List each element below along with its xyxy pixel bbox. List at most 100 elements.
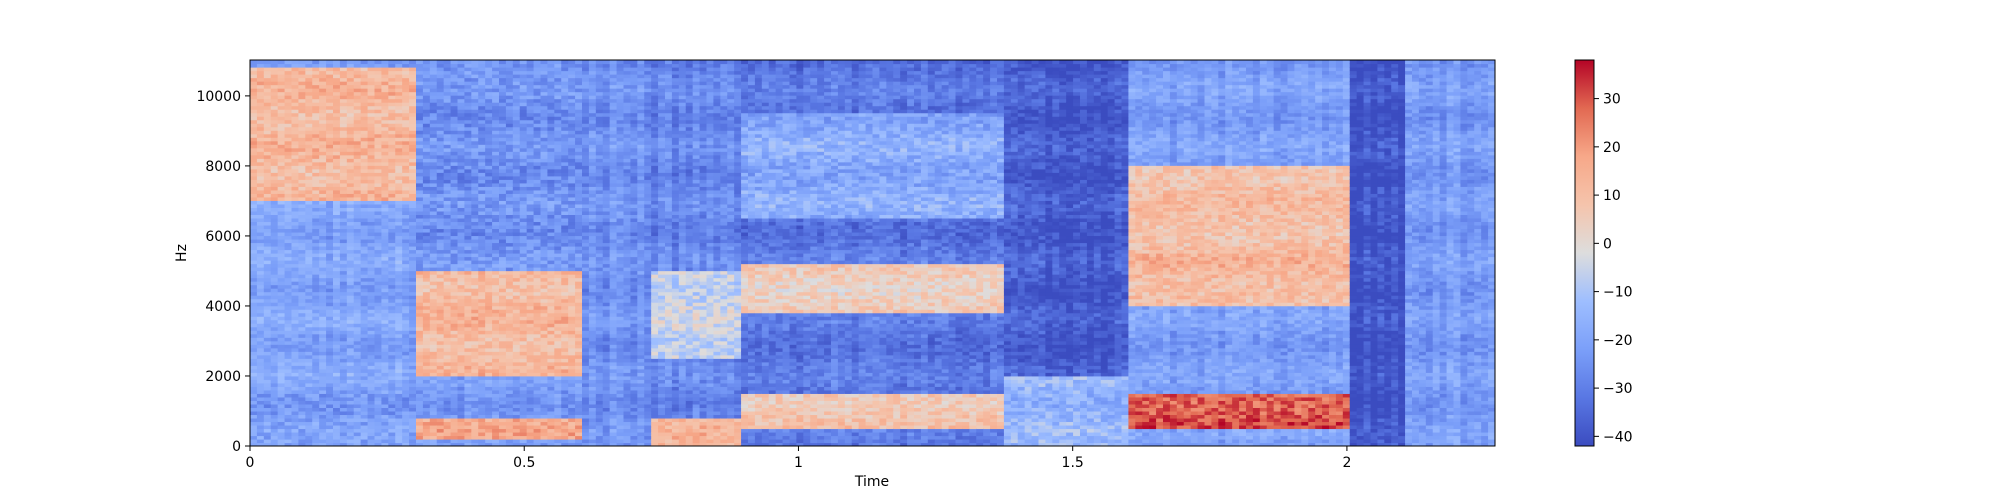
spectrogram-cell (492, 140, 500, 145)
spectrogram-cell (485, 386, 493, 391)
spectrogram-cell (291, 281, 300, 286)
spectrogram-cell (277, 175, 286, 180)
spectrogram-cell (443, 340, 452, 345)
spectrogram-cell (326, 203, 334, 208)
spectrogram-cell (374, 298, 383, 303)
spectrogram-cell (450, 274, 459, 279)
spectrogram-cell (547, 284, 555, 289)
spectrogram-cell (505, 379, 514, 384)
spectrogram-cell (381, 147, 389, 152)
spectrogram-cell (284, 137, 293, 142)
spectrogram-cell (409, 347, 417, 352)
spectrogram-cell (429, 95, 438, 100)
spectrogram-cell (416, 207, 424, 212)
spectrogram-cell (298, 130, 306, 135)
spectrogram-cell (346, 207, 355, 212)
spectrogram-cell (457, 95, 466, 100)
spectrogram-cell (492, 361, 500, 366)
spectrogram-cell (277, 109, 286, 114)
spectrogram-cell (561, 291, 569, 296)
spectrogram-cell (312, 421, 320, 426)
spectrogram-cell (450, 116, 459, 121)
spectrogram-cell (422, 200, 431, 205)
spectrogram-cell (485, 347, 493, 352)
spectrogram-cell (367, 337, 376, 342)
spectrogram-cell (422, 238, 431, 244)
spectrogram-cell (512, 245, 521, 251)
spectrogram-cell (374, 253, 383, 258)
spectrogram-cell (554, 137, 562, 142)
spectrogram-cell (360, 361, 369, 366)
spectrogram-cell (478, 189, 486, 194)
spectrogram-cell (436, 210, 445, 215)
spectrogram-cell (270, 417, 279, 423)
spectrogram-cell (526, 210, 535, 215)
spectrogram-cell (312, 351, 320, 356)
spectrogram-cell (270, 207, 279, 212)
spectrogram-cell (429, 379, 438, 384)
spectrogram-cell (388, 193, 396, 198)
spectrogram-cell (450, 382, 459, 387)
spectrogram-cell (395, 144, 403, 149)
spectrogram-cell (429, 221, 438, 226)
spectrogram-cell (346, 421, 355, 426)
spectrogram-cell (298, 182, 306, 187)
spectrogram-cell (554, 207, 562, 212)
spectrogram-cell (409, 130, 417, 135)
spectrogram-cell (464, 179, 472, 184)
spectrogram-cell (353, 281, 362, 286)
spectrogram-cell (416, 438, 424, 444)
spectrogram-cell (333, 182, 341, 187)
spectrogram-cell (312, 60, 320, 65)
spectrogram-cell (443, 189, 452, 194)
spectrogram-cell (533, 309, 542, 314)
spectrogram-cell (436, 74, 445, 79)
spectrogram-cell (305, 91, 313, 96)
spectrogram-cell (554, 81, 562, 86)
spectrogram-cell (512, 147, 521, 152)
spectrogram-cell (450, 144, 459, 149)
spectrogram-cell (443, 302, 452, 307)
spectrogram-cell (526, 214, 535, 219)
spectrogram-cell (360, 407, 369, 412)
spectrogram-cell (554, 435, 562, 440)
spectrogram-cell (416, 74, 424, 79)
spectrogram-cell (429, 189, 438, 194)
spectrogram-cell (505, 119, 514, 124)
spectrogram-cell (312, 105, 320, 110)
spectrogram-cell (381, 130, 389, 135)
spectrogram-cell (291, 358, 300, 363)
spectrogram-cell (339, 375, 348, 380)
spectrogram-cell (464, 302, 472, 307)
spectrogram-cell (395, 74, 403, 79)
spectrogram-cell (547, 60, 555, 65)
spectrogram-cell (547, 358, 555, 363)
spectrogram-cell (499, 74, 507, 79)
spectrogram-cell (333, 168, 341, 173)
spectrogram-cell (319, 210, 327, 215)
spectrogram-cell (381, 137, 389, 142)
spectrogram-cell (478, 182, 486, 187)
spectrogram-cell (250, 344, 258, 349)
spectrogram-cell (416, 295, 424, 300)
spectrogram-cell (395, 217, 403, 223)
spectrogram-cell (471, 400, 479, 405)
spectrogram-cell (298, 242, 306, 247)
spectrogram-cell (360, 98, 369, 103)
spectrogram-cell (450, 235, 459, 240)
spectrogram-cell (305, 438, 313, 444)
spectrogram-cell (526, 442, 535, 446)
spectrogram-cell (485, 396, 493, 401)
spectrogram-cell (457, 281, 466, 286)
spectrogram-cell (492, 203, 500, 208)
spectrogram-cell (277, 116, 286, 121)
spectrogram-cell (540, 288, 549, 293)
spectrogram-cell (416, 333, 424, 338)
spectrogram-cell (416, 242, 424, 247)
spectrogram-cell (533, 91, 542, 96)
spectrogram-cell (395, 109, 403, 114)
spectrogram-cell (533, 438, 542, 444)
spectrogram-cell (471, 316, 479, 321)
spectrogram-cell (485, 179, 493, 184)
spectrogram-cell (505, 400, 514, 405)
